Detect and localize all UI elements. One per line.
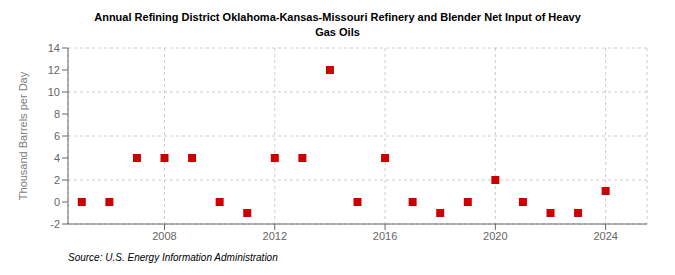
- html-text:Source: U.S. Energy Informatio: Source: U.S. Energy Information Administ…: [68, 252, 278, 263]
- svg-text:12: 12: [48, 64, 60, 76]
- svg-text:2016: 2016: [373, 230, 397, 242]
- html-text:Gas Oils: Gas Oils: [315, 26, 360, 38]
- svg-text:Thousand Barrels per Day: Thousand Barrels per Day: [17, 71, 29, 200]
- svg-text:4: 4: [54, 152, 60, 164]
- svg-text:0: 0: [54, 196, 60, 208]
- svg-text:2008: 2008: [152, 230, 176, 242]
- svg-text:2020: 2020: [483, 230, 507, 242]
- svg-text:2: 2: [54, 174, 60, 186]
- svg-text:-2: -2: [50, 218, 60, 230]
- svg-text:8: 8: [54, 108, 60, 120]
- svg-text:2024: 2024: [593, 230, 617, 242]
- svg-text:2012: 2012: [263, 230, 287, 242]
- html-text:Annual Refining District Oklah: Annual Refining District Oklahoma-Kansas…: [94, 11, 581, 23]
- svg-text:10: 10: [48, 86, 60, 98]
- svg-text:6: 6: [54, 130, 60, 142]
- svg-text:14: 14: [48, 42, 60, 54]
